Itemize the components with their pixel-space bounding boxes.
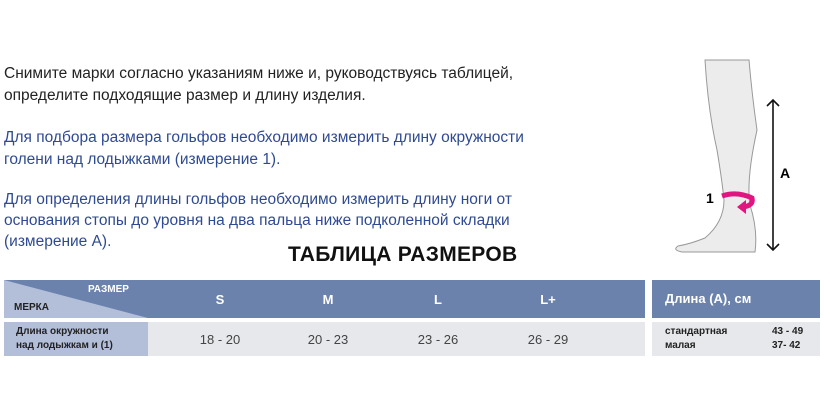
length-label: A [780,165,791,181]
length-name: малая [665,340,696,351]
length-instruction: основания стопы до уровня на два пальца … [4,212,510,229]
row-label-line: над лодыжкам и (1) [16,340,113,351]
length-instruction: Для определения длины гольфов необходимо… [4,191,512,208]
size-m: M [283,280,373,318]
length-value: 37- 42 [772,340,801,351]
corner-measure-label: МЕРКА [14,302,49,313]
length-header: Длина (А), см [652,280,820,318]
size-s: S [175,280,265,318]
length-name: стандартная [665,326,728,337]
value-l: 23 - 26 [393,322,483,356]
intro-line: определите подходящие размер и длину изд… [4,87,366,104]
size-l-plus: L+ [503,280,593,318]
corner-size-label: РАЗМЕР [88,284,129,295]
row-label: Длина окружности над лодыжкам и (1) [4,322,148,356]
size-l: L [393,280,483,318]
value-l-plus: 26 - 29 [503,322,593,356]
length-instruction: (измерение А). [4,233,112,250]
length-standard: стандартная 43 - 49 [665,325,820,339]
length-short: малая 37- 42 [665,339,820,353]
circumference-label: 1 [706,190,714,206]
table-title: ТАБЛИЦА РАЗМЕРОВ [288,243,518,266]
row-label-line: Длина окружности [16,326,109,337]
length-values: стандартная 43 - 49 малая 37- 42 [652,322,820,356]
circumference-instruction: Для подбора размера гольфов необходимо и… [4,129,524,146]
circumference-instruction: голени над лодыжками (измерение 1). [4,151,281,168]
intro-line: Снимите марки согласно указаниям ниже и,… [4,65,514,82]
length-value: 43 - 49 [772,326,804,337]
length-arrow-icon [766,98,780,252]
value-s: 18 - 20 [175,322,265,356]
value-m: 20 - 23 [283,322,373,356]
circumference-arrow-icon [721,191,755,214]
